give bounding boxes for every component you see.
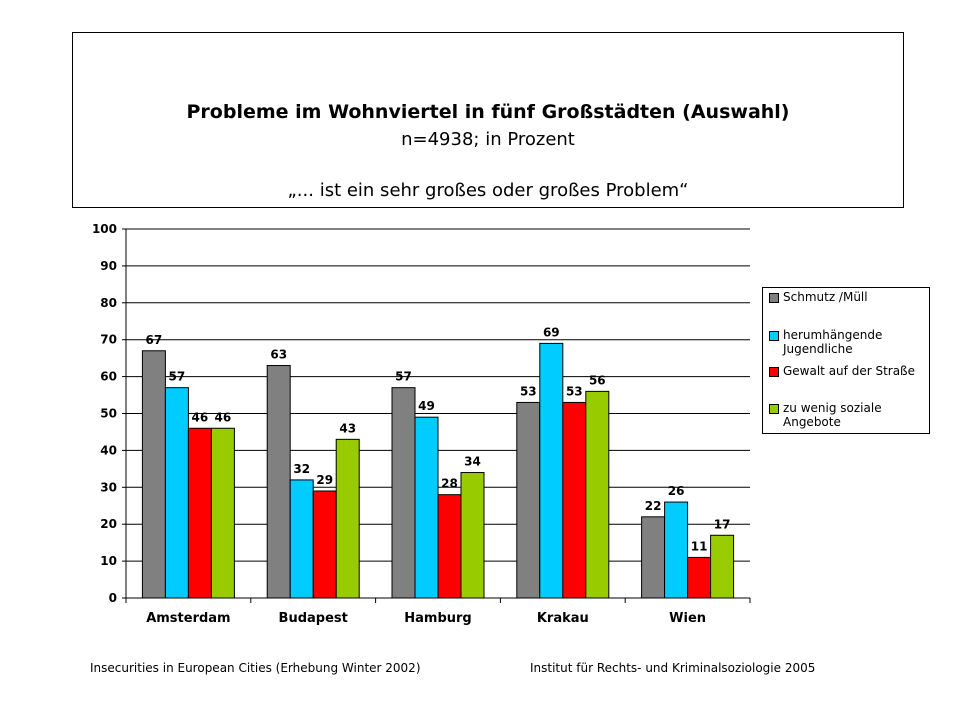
data-label: 26 <box>668 484 685 498</box>
bar <box>687 556 712 599</box>
bar <box>414 416 439 599</box>
y-tick-label: 60 <box>100 370 117 384</box>
data-label: 28 <box>441 477 458 491</box>
y-tick-label: 50 <box>100 407 117 421</box>
chart-title: Probleme im Wohnviertel in fünf Großstäd… <box>186 101 790 123</box>
legend-item: herumhängende Jugendliche <box>769 328 929 356</box>
data-label: 11 <box>691 539 708 553</box>
y-tick-label: 70 <box>100 333 117 347</box>
data-label: 56 <box>589 373 606 387</box>
x-tick-label: Wien <box>669 611 706 626</box>
x-tick-label: Krakau <box>537 611 589 626</box>
legend-swatch <box>769 331 779 341</box>
bar <box>585 390 610 599</box>
footer-institute: Institut für Rechts- und Kriminalsoziolo… <box>530 661 816 675</box>
legend-label: herumhängende Jugendliche <box>783 328 883 356</box>
bar <box>141 350 166 599</box>
bar <box>312 490 337 599</box>
legend-swatch <box>769 404 779 414</box>
data-label: 69 <box>543 325 560 339</box>
bar <box>516 401 541 599</box>
data-label: 22 <box>645 499 662 513</box>
data-label: 34 <box>464 455 481 469</box>
legend-item: zu wenig soziale Angebote <box>769 401 929 429</box>
data-label: 46 <box>192 410 209 424</box>
legend-swatch <box>769 293 779 303</box>
legend-label: Gewalt auf der Straße <box>783 364 915 378</box>
legend-item: Schmutz /Müll <box>769 290 929 304</box>
data-label: 17 <box>714 517 731 531</box>
footer-source: Insecurities in European Cities (Erhebun… <box>90 661 421 675</box>
bar <box>210 427 235 599</box>
y-tick-label: 20 <box>100 517 117 531</box>
data-label: 53 <box>566 384 583 398</box>
data-label: 57 <box>169 370 186 384</box>
data-label: 53 <box>520 384 537 398</box>
bar <box>164 387 189 599</box>
y-tick-label: 30 <box>100 480 117 494</box>
bar <box>460 472 485 599</box>
x-tick-label: Amsterdam <box>146 611 230 626</box>
legend-label: Schmutz /Müll <box>783 290 868 304</box>
data-label: 63 <box>270 348 287 362</box>
data-label: 46 <box>215 410 232 424</box>
data-label: 67 <box>146 333 163 347</box>
bar <box>391 387 416 599</box>
bar <box>539 342 564 599</box>
bar <box>266 365 291 599</box>
y-tick-label: 80 <box>100 296 117 310</box>
y-tick-label: 40 <box>100 443 117 457</box>
bar <box>664 501 689 599</box>
legend-item: Gewalt auf der Straße <box>769 364 929 378</box>
title-box: Probleme im Wohnviertel in fünf Großstäd… <box>72 32 904 208</box>
data-label: 29 <box>316 473 333 487</box>
x-tick-label: Hamburg <box>404 611 471 626</box>
y-tick-label: 0 <box>109 591 117 605</box>
chart-legend: Schmutz /Müll herumhängende Jugendliche Ge… <box>762 287 930 434</box>
data-label: 43 <box>339 421 356 435</box>
bar <box>437 494 462 599</box>
bar <box>641 516 666 599</box>
chart-quote: „... ist ein sehr großes oder großes Pro… <box>287 180 689 201</box>
y-tick-label: 100 <box>92 222 117 236</box>
data-label: 49 <box>418 399 435 413</box>
bar <box>562 401 587 599</box>
legend-label: zu wenig soziale Angebote <box>783 401 882 429</box>
data-label: 57 <box>395 370 412 384</box>
y-tick-label: 10 <box>100 554 117 568</box>
bar <box>335 438 360 599</box>
x-tick-label: Budapest <box>279 611 348 626</box>
bar <box>289 479 314 599</box>
bar <box>710 534 735 599</box>
legend-swatch <box>769 367 779 377</box>
chart-subtitle: n=4938; in Prozent <box>401 129 575 150</box>
data-label: 32 <box>293 462 310 476</box>
y-tick-label: 90 <box>100 259 117 273</box>
bar <box>187 427 212 599</box>
